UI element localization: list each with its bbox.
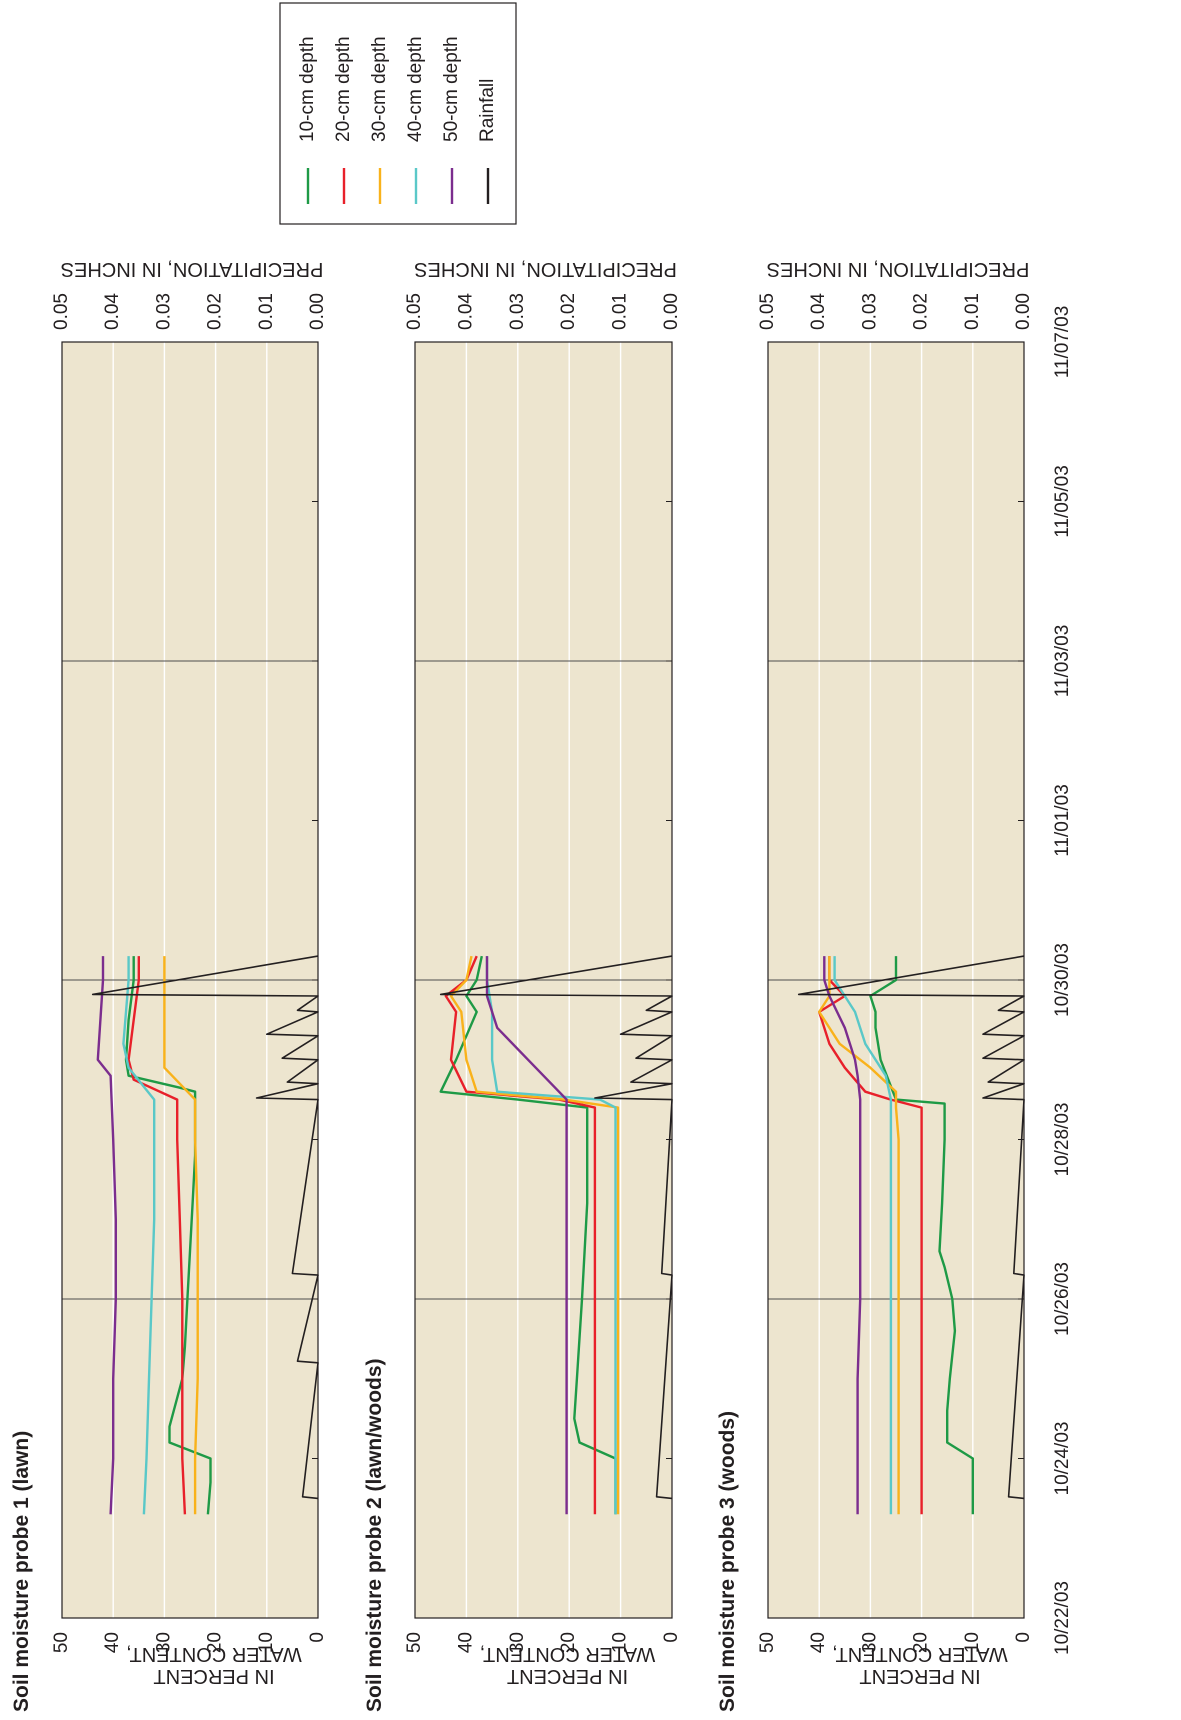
- y-tick-label: 20: [911, 1632, 932, 1653]
- y-tick-label: 0: [307, 1632, 328, 1643]
- panel-title: Soil moisture probe 1 (lawn): [10, 1431, 33, 1712]
- y-tick-label: 0: [1013, 1632, 1034, 1643]
- y-tick-label: 30: [153, 1632, 174, 1653]
- y-tick-label: 20: [205, 1632, 226, 1653]
- panel-title: Soil moisture probe 2 (lawn/woods): [363, 1358, 386, 1712]
- y-axis-title-line2: IN PERCENT: [153, 1665, 274, 1687]
- y2-tick-label: 0.03: [859, 293, 880, 330]
- chart-panel-1: 0 10 20 30 40 50 0.00 0.01 0.02 0.03 0.04 0.05 WATER…: [10, 258, 328, 1712]
- legend-label: 30-cm depth: [369, 36, 390, 142]
- x-tick-label: 10/22/03: [1052, 1581, 1073, 1655]
- y2-tick-label: 0.00: [661, 293, 682, 330]
- y-tick-label: 40: [102, 1632, 123, 1653]
- y-tick-label: 30: [507, 1632, 528, 1653]
- x-tick-label: 10/28/03: [1052, 1103, 1073, 1177]
- plot-frame: [61, 341, 319, 1619]
- y2-tick-label: 0.01: [962, 293, 983, 330]
- series-line-50-cm-depth: [823, 956, 862, 1515]
- x-axis-labels: 10/22/03 10/24/03 10/26/03 10/28/03 10/30/03…: [1052, 306, 1073, 1655]
- series-line-40-cm-depth: [122, 956, 156, 1515]
- x-tick-label: 10/26/03: [1052, 1262, 1073, 1336]
- x-tick-label: 11/05/03: [1052, 465, 1073, 538]
- series-line-50-cm-depth: [96, 956, 118, 1515]
- y2-tick-label: 0.01: [610, 293, 631, 330]
- x-tick-label: 11/03/03: [1052, 625, 1073, 698]
- y2-tick-label: 0.03: [507, 293, 528, 330]
- series-line-10-cm-depth: [869, 956, 974, 1515]
- y-axis-title-line1: WATER CONTENT,: [126, 1643, 302, 1665]
- y2-tick-label: 0.00: [1013, 293, 1034, 330]
- y-axis-title-line1: WATER CONTENT,: [832, 1643, 1008, 1665]
- y-tick-label: 20: [558, 1632, 579, 1653]
- y2-tick-label: 0.00: [307, 293, 328, 330]
- y2-axis-title: PRECIPITATION, IN INCHES: [767, 258, 1030, 280]
- y-tick-label: 30: [859, 1632, 880, 1653]
- plot-frame: [414, 341, 673, 1619]
- x-tick-label: 10/24/03: [1052, 1422, 1073, 1496]
- x-tick-label: 11/07/03: [1052, 306, 1073, 379]
- y-tick-label: 10: [962, 1632, 983, 1653]
- series-line-rainfall: [91, 955, 319, 1500]
- series-line-30-cm-depth: [163, 956, 199, 1515]
- chart-panels: 0 10 20 30 40 50 0.00 0.01 0.02 0.03 0.04 0.05 WATER…: [10, 258, 1073, 1712]
- x-tick-label: 11/01/03: [1052, 784, 1073, 857]
- legend-label: 40-cm depth: [405, 36, 426, 142]
- y-tick-label: 0: [661, 1632, 682, 1643]
- y2-tick-label: 0.01: [256, 293, 277, 330]
- series-line-20-cm-depth: [127, 956, 187, 1515]
- y2-tick-label: 0.02: [558, 293, 579, 330]
- y2-tick-label: 0.04: [808, 293, 829, 330]
- series-line-30-cm-depth: [449, 955, 620, 1515]
- y-axis-title-line1: WATER CONTENT,: [480, 1643, 656, 1665]
- x-tick-label: 10/30/03: [1052, 943, 1073, 1017]
- legend-label: 20-cm depth: [333, 36, 354, 142]
- y-tick-label: 50: [51, 1632, 72, 1653]
- y-tick-label: 50: [757, 1632, 778, 1653]
- legend: 10-cm depth 20-cm depth 30-cm depth 40-cm d…: [279, 2, 517, 225]
- chart-panel-2: 0 10 20 30 40 50 0.00 0.01 0.02 0.03 0.04 0.05 WATER…: [363, 258, 682, 1712]
- y2-axis-title: PRECIPITATION, IN INCHES: [61, 258, 324, 280]
- y-tick-label: 50: [404, 1632, 425, 1653]
- y2-tick-label: 0.02: [911, 293, 932, 330]
- y2-tick-label: 0.05: [51, 293, 72, 330]
- y-tick-label: 40: [455, 1632, 476, 1653]
- y2-tick-label: 0.04: [102, 293, 123, 330]
- plot-frame: [767, 341, 1025, 1619]
- legend-label: 50-cm depth: [441, 36, 462, 142]
- y2-tick-label: 0.05: [404, 293, 425, 330]
- series-line-50-cm-depth: [485, 956, 568, 1515]
- y2-axis-title: PRECIPITATION, IN INCHES: [414, 258, 677, 280]
- legend-box: [279, 2, 517, 225]
- legend-label: Rainfall: [477, 79, 498, 142]
- y-axis-title-line2: IN PERCENT: [507, 1665, 628, 1687]
- y-tick-label: 10: [610, 1632, 631, 1653]
- panel-title: Soil moisture probe 3 (woods): [716, 1411, 739, 1712]
- chart-panel-3: 0 10 20 30 40 50 0.00 0.01 0.02 0.03 0.04 0.05 WATER…: [716, 258, 1034, 1712]
- y-tick-label: 10: [256, 1632, 277, 1653]
- y-tick-label: 40: [808, 1632, 829, 1653]
- legend-label: 10-cm depth: [297, 36, 318, 142]
- series-line-30-cm-depth: [818, 956, 900, 1515]
- y-axis-title-line2: IN PERCENT: [859, 1665, 980, 1687]
- series-line-40-cm-depth: [833, 956, 893, 1515]
- series-line-20-cm-depth: [444, 955, 597, 1515]
- y2-tick-label: 0.02: [205, 293, 226, 330]
- y2-tick-label: 0.04: [455, 293, 476, 330]
- y2-tick-label: 0.05: [757, 293, 778, 330]
- series-line-10-cm-depth: [439, 955, 617, 1515]
- y2-tick-label: 0.03: [153, 293, 174, 330]
